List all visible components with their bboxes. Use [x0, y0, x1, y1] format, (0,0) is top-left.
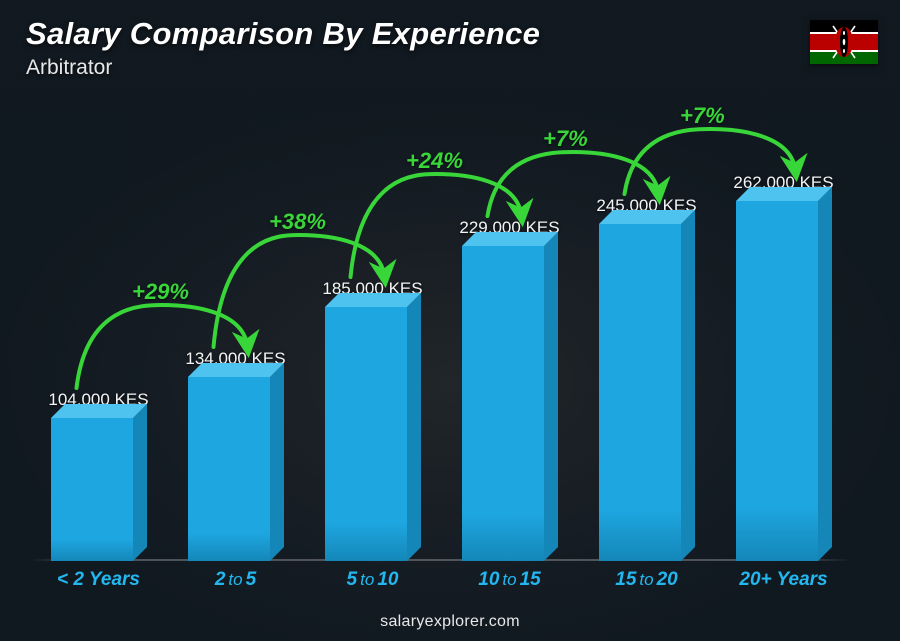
x-axis-label: 10to15 [441, 569, 578, 591]
bar [462, 246, 558, 561]
increase-label: +7% [543, 126, 588, 152]
infographic-canvas: Salary Comparison By Experience Arbitrat… [0, 0, 900, 641]
bar [736, 201, 832, 561]
bar-group: 134,000 KES2to5 [167, 100, 304, 593]
increase-label: +38% [269, 209, 326, 235]
bar-group: 104,000 KES< 2 Years [30, 100, 167, 593]
increase-label: +29% [132, 279, 189, 305]
bar-chart: 104,000 KES< 2 Years134,000 KES2to5185,0… [30, 100, 852, 593]
x-axis-label: 15to20 [578, 569, 715, 591]
chart-title: Salary Comparison By Experience [26, 16, 540, 52]
increase-label: +7% [680, 103, 725, 129]
bar [51, 418, 147, 561]
bar [599, 224, 695, 561]
bar [325, 307, 421, 561]
x-axis-label: < 2 Years [30, 569, 167, 591]
x-axis-label: 5to10 [304, 569, 441, 591]
x-axis-label: 2to5 [167, 569, 304, 591]
chart-subtitle: Arbitrator [26, 56, 112, 80]
footer-credit: salaryexplorer.com [0, 613, 900, 631]
x-axis-label: 20+ Years [715, 569, 852, 591]
bar-group: 262,000 KES20+ Years [715, 100, 852, 593]
bar [188, 377, 284, 561]
kenya-flag-icon [810, 20, 878, 64]
increase-label: +24% [406, 148, 463, 174]
bar-group: 245,000 KES15to20 [578, 100, 715, 593]
